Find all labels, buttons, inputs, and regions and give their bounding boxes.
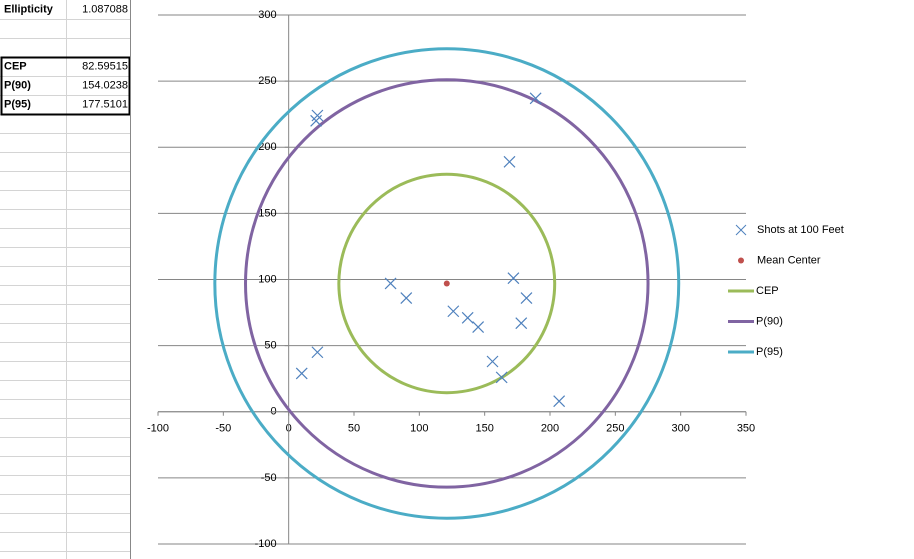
- circle-3: [244, 78, 650, 489]
- y-tick-label: -100: [255, 538, 277, 550]
- legend-label: CEP: [756, 285, 779, 297]
- cell-label: Ellipticity: [4, 3, 54, 15]
- shot-marker: [400, 292, 413, 304]
- shot-marker: [503, 155, 516, 168]
- shot-marker: [461, 311, 474, 324]
- circle-2: [337, 172, 557, 395]
- x-tick-label: -100: [147, 423, 169, 435]
- cell-value: 82.59515: [82, 60, 128, 72]
- shot-marker: [472, 321, 485, 334]
- y-tick-label: 200: [258, 141, 276, 153]
- y-tick-label: -50: [261, 472, 277, 484]
- cell-label: CEP: [4, 60, 27, 72]
- y-tick-label: 50: [264, 340, 276, 352]
- legend-marker: [738, 257, 744, 264]
- circle-4: [213, 47, 681, 520]
- chart: -100-50050100150200250300-100-5005010015…: [147, 9, 844, 550]
- x-tick-label: 50: [348, 423, 360, 435]
- cell-label: P(95): [4, 98, 31, 110]
- shot-marker: [507, 272, 520, 285]
- legend-marker: [735, 224, 747, 236]
- x-tick-label: 350: [737, 423, 755, 435]
- x-tick-label: 200: [541, 423, 559, 435]
- shot-marker: [486, 355, 499, 368]
- y-tick-label: 150: [258, 207, 276, 219]
- cell-value: 177.5101: [82, 98, 128, 110]
- shot-marker: [295, 367, 308, 380]
- x-tick-label: 250: [606, 423, 624, 435]
- legend-label: Shots at 100 Feet: [757, 224, 844, 236]
- legend-label: P(90): [756, 315, 783, 327]
- cell-label: P(90): [4, 79, 31, 91]
- spreadsheet: Ellipticity 1.087088 CEP 82.59515 P(90) 154.0…: [0, 0, 131, 559]
- y-tick-label: 250: [258, 75, 276, 87]
- y-tick-label: 100: [258, 273, 276, 285]
- shot-marker: [553, 395, 566, 408]
- shot-marker: [310, 114, 323, 127]
- x-tick-label: 100: [410, 423, 428, 435]
- cell-value: 154.0238: [82, 79, 128, 91]
- shot-marker: [520, 292, 533, 304]
- x-tick-label: -50: [215, 423, 231, 435]
- x-tick-label: 300: [671, 423, 689, 435]
- shot-marker: [495, 371, 508, 384]
- shot-marker: [311, 346, 324, 359]
- shot-marker: [529, 92, 542, 105]
- x-tick-label: 150: [475, 423, 493, 435]
- shot-marker: [447, 305, 460, 318]
- shot-marker: [515, 317, 528, 330]
- y-tick-label: 300: [258, 9, 276, 21]
- legend-label: P(95): [756, 346, 783, 358]
- mean-center: [443, 280, 450, 287]
- shot-marker: [384, 277, 397, 290]
- selection-box: [0, 56, 131, 116]
- legend-label: Mean Center: [757, 254, 821, 266]
- cell-value: 1.087088: [82, 3, 128, 15]
